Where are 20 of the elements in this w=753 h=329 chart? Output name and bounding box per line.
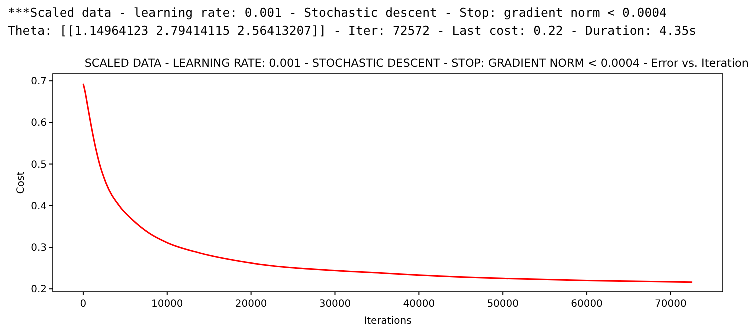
y-axis-title: Cost [16,172,27,194]
y-tick-label: 0.7 [31,76,47,88]
line-series [82,83,694,284]
y-tick-label: 0.6 [31,118,47,130]
y-tick-label: 0.2 [31,284,47,296]
x-tick-label: 30000 [319,299,352,310]
x-axis-title: Iterations [364,316,412,327]
y-tick-label: 0.3 [31,242,47,254]
x-tick-label: 20000 [235,299,268,310]
x-tick-label: 10000 [151,299,184,310]
x-tick-label: 60000 [571,299,603,310]
y-tick-label: 0.5 [31,160,47,171]
text: Theta: [[1.14964123 2.79414115 2.56413207]] - Iter: 72572 - Last cost: 0.22 - Duration: 4.35s [8,24,697,38]
x-tick-label: 70000 [655,299,687,310]
chart-title: SCALED DATA - LEARNING RATE: 0.001 - STOCHASTIC DESCENT - STOP: GRADIENT NORM < 0.0004 - Error vs. Iteration [84,57,749,70]
x-tick-label: 50000 [487,299,520,310]
text: ***Scaled data - learning rate: 0.001 - Stochastic descent - Stop: gradient norm < 0.0004 [8,6,667,20]
x-tick-label: 40000 [403,299,436,310]
y-tick-label: 0.4 [31,201,47,212]
x-tick-label: 0 [80,299,87,310]
